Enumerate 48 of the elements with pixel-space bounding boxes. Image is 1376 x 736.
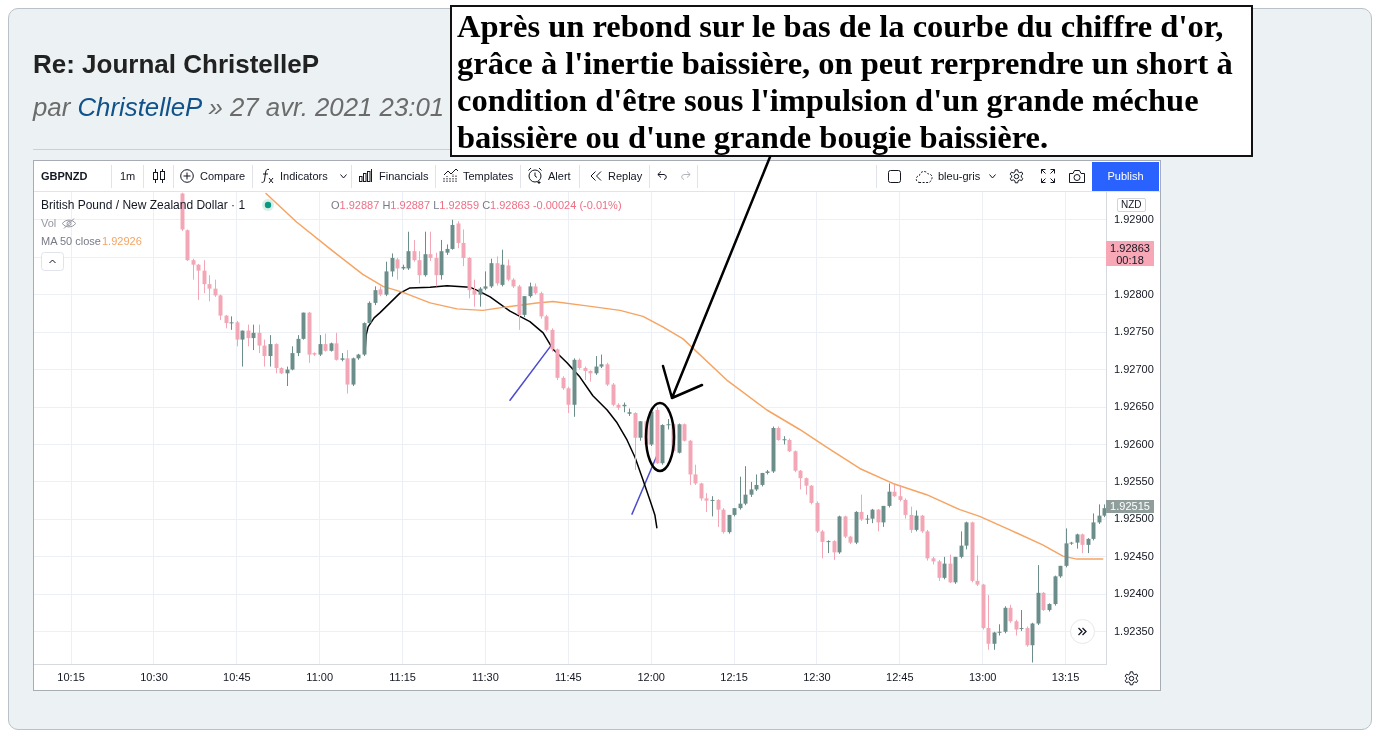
x-tick-label: 12:00 — [637, 670, 665, 683]
x-tick-label: 11:15 — [389, 670, 416, 683]
y-tick-label: 1.92450 — [1114, 549, 1154, 562]
x-tick-label: 10:45 — [223, 670, 251, 683]
y-tick-label: 1.92550 — [1114, 474, 1154, 487]
text: Replay — [608, 170, 643, 183]
x-tick-label: 11:45 — [554, 670, 582, 683]
annotation: 1.92926 — [102, 235, 142, 248]
y-tick-label: 1.92800 — [1114, 287, 1154, 300]
x-tick-label: 11:00 — [306, 670, 334, 683]
y-tick-label: 1.92650 — [1114, 400, 1154, 413]
y-tick-label: 1.92750 — [1114, 325, 1154, 338]
x-tick-label: 13:15 — [1051, 670, 1080, 683]
x-tick-label: 10:30 — [140, 670, 168, 683]
x-tick-label: 12:15 — [720, 670, 748, 683]
text: Indicators — [280, 170, 328, 183]
text: 1.92515 — [1106, 500, 1154, 513]
y-tick-label: 1.92350 — [1114, 624, 1154, 637]
annotation: MA 50 close — [41, 235, 101, 248]
text: Compare — [200, 170, 246, 183]
text: Templates — [463, 170, 514, 183]
chart-subtitle: par ChristelleP » 27 avr. 2021 23:01 — [33, 93, 445, 121]
button: Publish — [1092, 162, 1159, 191]
text: Financials — [379, 170, 429, 183]
text: Après un rebond sur le bas de la courbe du chiffre d'or, grâce à l'inertie baissière, on peut rerprendre un short à condition d'être sous l'impulsion d'un grande méchue baissière ou d'une grande bougie baissière. — [450, 5, 1253, 157]
text: 1m — [120, 170, 136, 183]
text: 1.92863 — [1109, 242, 1151, 254]
candlestick — [704, 492, 709, 513]
y-tick-label: 1.92500 — [1114, 512, 1154, 525]
text: NZD — [1117, 198, 1146, 212]
text: GBPNZD — [41, 170, 88, 183]
text: 00:18 — [1115, 254, 1145, 266]
x-tick-label: 11:30 — [472, 670, 499, 683]
y-tick-label: 1.92700 — [1114, 362, 1154, 375]
x-tick-label: 10:15 — [57, 670, 85, 683]
text: bleu-gris — [938, 170, 981, 183]
annotation: Vol — [41, 217, 57, 230]
y-tick-label: 1.92600 — [1114, 437, 1154, 450]
x-tick-label: 12:45 — [886, 670, 914, 683]
x-tick-label: 12:30 — [803, 670, 831, 683]
annotation: O1.92887 H1.92887 L1.92859 C1.92863 -0.00024 (-0.01%) — [331, 199, 622, 212]
x-tick-label: 13:00 — [968, 670, 997, 683]
chart-title: Re: Journal ChristelleP — [33, 49, 320, 79]
annotation: British Pound / New Zealand Dollar · 1 — [41, 198, 246, 212]
candlestick — [483, 270, 488, 291]
y-tick-label: 1.92400 — [1114, 587, 1154, 600]
y-tick-label: 1.92900 — [1114, 212, 1154, 225]
text: Alert — [548, 170, 571, 183]
